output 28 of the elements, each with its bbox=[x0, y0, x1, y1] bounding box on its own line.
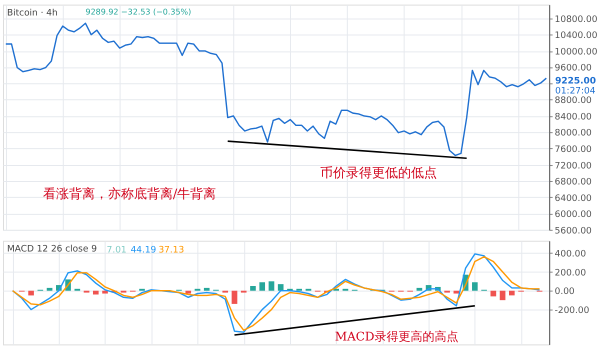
annotation: 7.01 bbox=[106, 246, 127, 256]
y-tick-label: 10800.00 bbox=[554, 14, 598, 25]
chart-title: Bitcoin · 4h bbox=[6, 8, 58, 19]
y-tick-label: 0.00 bbox=[554, 287, 575, 298]
y-tick-label: 7200.00 bbox=[554, 161, 592, 172]
y-tick-label: 9600.00 bbox=[554, 64, 592, 74]
chart-title: MACD 12 26 close 9 bbox=[6, 244, 98, 255]
annotation: 37.13 bbox=[158, 246, 184, 256]
y-tick-label: -200.00 bbox=[554, 306, 590, 316]
y-tick-label: 400.00 bbox=[554, 250, 586, 260]
y-tick-label: 8000.00 bbox=[554, 128, 592, 139]
y-tick-label: 8400.00 bbox=[554, 112, 592, 122]
y-tick-label: 6000.00 bbox=[554, 210, 592, 220]
chart-subtitle: 9289.92 −32.53 (−0.35%) bbox=[86, 8, 192, 17]
y-tick-label: 200.00 bbox=[554, 268, 586, 278]
text: 9225.00 bbox=[555, 76, 596, 86]
y-tick-label: 7600.00 bbox=[554, 144, 592, 155]
annotation: MACD录得更高的高点 bbox=[334, 329, 458, 344]
y-tick-label: 6800.00 bbox=[554, 178, 592, 188]
annotation: 看涨背离，亦称底背离/牛背离 bbox=[42, 186, 216, 202]
annotation: 币价录得更低的低点 bbox=[320, 166, 437, 181]
y-tick-label: 5600.00 bbox=[554, 226, 592, 236]
y-tick-label: 6400.00 bbox=[554, 194, 592, 204]
text: 01:27:04 bbox=[555, 86, 596, 96]
y-tick-label: 8800.00 bbox=[554, 96, 592, 106]
y-tick-label: 10000.00 bbox=[554, 47, 598, 58]
annotation: 44.19 bbox=[130, 246, 157, 256]
y-tick-label: 10400.00 bbox=[554, 31, 598, 42]
